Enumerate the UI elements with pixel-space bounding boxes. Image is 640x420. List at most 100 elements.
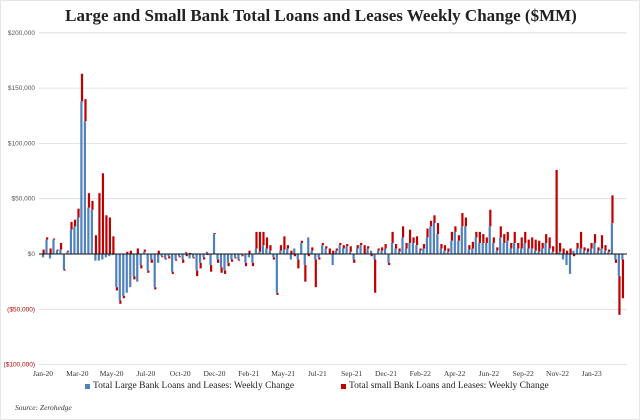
bar-small-bank [223, 270, 227, 274]
bar-small-bank [203, 257, 206, 260]
bar-small-bank [590, 242, 593, 249]
bar-small-bank [349, 246, 352, 252]
bar-large-bank [275, 254, 278, 293]
x-tick-label: Mar-20 [66, 369, 89, 378]
bar-small-bank [579, 231, 583, 249]
y-tick-label: ($100,000) [4, 362, 35, 369]
bar-small-bank [56, 249, 59, 251]
x-tick-label: Jul-20 [137, 369, 156, 378]
bar-small-bank [133, 276, 136, 280]
bar-large-bank [143, 251, 146, 254]
bar-large-bank [87, 207, 90, 254]
bar-large-bank [481, 242, 484, 254]
bar-large-bank [307, 237, 310, 254]
bar-large-bank [129, 254, 132, 288]
bar-large-bank [59, 249, 62, 254]
bar-small-bank [210, 265, 213, 272]
bar-large-bank [52, 239, 55, 254]
bar-large-bank [174, 254, 177, 260]
x-tick-label: Dec-21 [375, 369, 397, 378]
bar-large-bank [516, 248, 519, 254]
bar-small-bank [206, 254, 209, 256]
bar-small-bank [119, 300, 122, 304]
bar-large-bank [565, 254, 568, 266]
bar-large-bank [289, 254, 292, 260]
bar-large-bank [216, 254, 219, 260]
bar-small-bank [597, 247, 600, 251]
bar-large-bank [209, 254, 212, 266]
bar-large-bank [212, 234, 216, 254]
bar-large-bank [408, 242, 411, 254]
bar-small-bank [492, 237, 495, 243]
x-tick-label: Jun-22 [479, 369, 500, 378]
bar-large-bank [502, 242, 505, 254]
x-tick-label: May-21 [271, 369, 295, 378]
x-tick-label: Dec-20 [203, 369, 225, 378]
bar-small-bank [482, 234, 485, 243]
x-tick-label: Oct-20 [170, 369, 191, 378]
bar-small-bank [545, 234, 548, 243]
bar-small-bank [164, 258, 167, 260]
bar-small-bank [307, 254, 310, 257]
bar-large-bank [240, 254, 244, 256]
bar-large-bank [303, 254, 306, 266]
bar-small-bank [541, 242, 544, 249]
bar-large-bank [425, 237, 428, 254]
bar-small-bank [552, 246, 555, 252]
bar-large-bank [237, 254, 240, 260]
bar-small-bank [272, 257, 276, 260]
bar-large-bank [83, 121, 86, 254]
bar-small-bank [374, 259, 377, 293]
bar-large-bank [321, 245, 324, 254]
bar-large-bank [258, 251, 261, 254]
bar-large-bank [411, 242, 415, 254]
legend-swatch-large [85, 383, 90, 389]
bar-large-bank [338, 245, 341, 254]
bar-small-bank [98, 193, 101, 254]
bar-large-bank [191, 254, 195, 258]
bar-large-bank [202, 254, 205, 258]
bar-small-bank [49, 248, 52, 254]
bar-large-bank [575, 248, 579, 254]
bar-large-bank [150, 254, 153, 260]
bar-small-bank [569, 248, 572, 254]
bar-large-bank [530, 248, 533, 254]
bar-small-bank [283, 236, 286, 250]
bar-small-bank [538, 240, 541, 252]
bar-large-bank [383, 248, 387, 254]
bar-small-bank [300, 240, 303, 243]
bar-large-bank [293, 248, 296, 254]
bar-large-bank [282, 249, 285, 254]
bar-small-bank [293, 254, 296, 257]
bar-small-bank [408, 229, 412, 243]
bar-small-bank [115, 287, 118, 291]
bar-small-bank [419, 248, 422, 251]
bar-large-bank [279, 250, 282, 254]
bar-small-bank [157, 250, 160, 254]
bar-small-bank [325, 246, 328, 249]
bar-large-bank [76, 217, 79, 254]
bar-small-bank [91, 200, 94, 210]
bar-small-bank [286, 245, 289, 249]
x-tick-label: Feb-21 [238, 369, 259, 378]
bar-large-bank [300, 242, 303, 254]
bar-large-bank [69, 229, 73, 254]
bar-small-bank [593, 234, 597, 243]
bar-small-bank [548, 237, 551, 249]
bar-small-bank [436, 223, 440, 235]
bar-small-bank [147, 270, 150, 273]
bar-large-bank [101, 254, 104, 260]
x-tick-label: Sep-21 [341, 369, 362, 378]
bar-small-bank [447, 248, 450, 252]
bar-large-bank [272, 254, 275, 258]
bar-small-bank [171, 271, 174, 274]
bar-small-bank [59, 242, 63, 250]
bar-small-bank [443, 245, 447, 251]
bar-small-bank [217, 259, 220, 263]
bar-small-bank [450, 231, 454, 241]
bar-small-bank [562, 248, 565, 254]
bar-small-bank [583, 247, 586, 251]
bar-large-bank [499, 237, 502, 254]
bar-small-bank [175, 259, 178, 261]
